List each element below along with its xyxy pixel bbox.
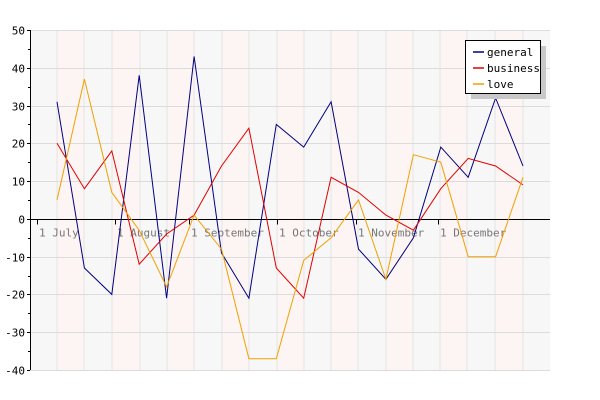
background-band xyxy=(304,30,331,370)
y-tick-label: -40 xyxy=(5,365,25,378)
background-band xyxy=(413,30,440,370)
x-axis: 1 July 1 August 1 September 1 October 1 Nove… xyxy=(30,219,550,240)
background-band xyxy=(30,30,57,370)
background-band xyxy=(57,30,84,370)
x-tick-label: 1 September xyxy=(191,227,264,240)
background-band xyxy=(358,30,386,370)
gridlines xyxy=(30,30,550,371)
background-band xyxy=(277,30,304,370)
x-tick-label: 1 August xyxy=(117,227,170,240)
series-line-business xyxy=(56,126,524,300)
series-lines xyxy=(56,56,524,360)
legend-label-love: love xyxy=(487,78,514,91)
y-tick-label: 50 xyxy=(12,25,25,38)
background-band xyxy=(167,30,194,370)
background-band xyxy=(112,30,140,370)
legend: general business love xyxy=(465,40,546,99)
x-tick-label: 1 November xyxy=(358,227,425,240)
x-tick-label: 1 October xyxy=(279,227,339,240)
background-band xyxy=(386,30,413,370)
y-tick-label: 0 xyxy=(18,214,25,227)
y-tick-label: -30 xyxy=(5,327,25,340)
background-band xyxy=(84,30,112,370)
x-tick-label: 1 December xyxy=(440,227,507,240)
background-band xyxy=(140,30,167,370)
background-band xyxy=(331,30,358,370)
legend-label-general: general xyxy=(487,46,533,59)
y-tick-label: 20 xyxy=(12,138,25,151)
y-tick-label: 40 xyxy=(12,63,25,76)
series-line-love xyxy=(56,78,524,360)
legend-label-business: business xyxy=(487,62,540,75)
y-tick-label: 10 xyxy=(12,176,25,189)
series-line-general xyxy=(56,56,524,300)
y-tick-label: 30 xyxy=(12,101,25,114)
background-bands xyxy=(30,30,550,370)
y-tick-label: -10 xyxy=(5,252,25,265)
y-tick-label: -20 xyxy=(5,289,25,302)
legend-box xyxy=(465,40,541,94)
y-axis: -40 -30 -20 -10 0 10 20 30 40 50 xyxy=(5,25,31,378)
background-band xyxy=(222,30,249,370)
background-band xyxy=(440,30,467,370)
background-band xyxy=(194,30,222,370)
x-tick-label: 1 July xyxy=(39,227,79,240)
